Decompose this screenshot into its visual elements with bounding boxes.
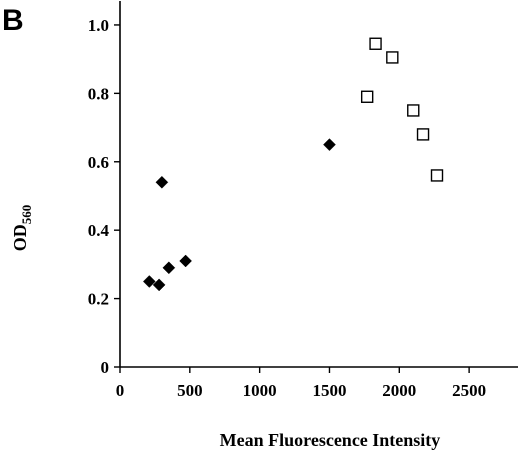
x-axis-ticks: 0 500 1000 1500 2000 2500: [116, 367, 486, 400]
open-square-point: [430, 169, 444, 182]
x-tick-label: 1500: [312, 381, 346, 400]
filled-diamond-point: [179, 254, 192, 268]
open-square-point: [360, 90, 374, 103]
x-tick-label: 1000: [243, 381, 277, 400]
x-tick-label: 2500: [452, 381, 486, 400]
y-tick-label: 0: [101, 358, 110, 377]
y-tick-label: 0.8: [88, 84, 109, 103]
filled-diamond-point: [155, 175, 169, 189]
filled-diamond-point: [162, 261, 176, 275]
y-tick-label: 0.6: [88, 153, 109, 172]
open-square-point: [369, 37, 382, 50]
filled-diamond-point: [323, 138, 336, 152]
x-tick-label: 0: [116, 381, 125, 400]
x-tick-label: 2000: [382, 381, 416, 400]
open-square-point: [407, 104, 420, 117]
open-square-point: [386, 51, 399, 64]
open-square-point: [416, 128, 430, 141]
filled-diamond-point: [142, 275, 156, 288]
x-tick-label: 500: [177, 381, 203, 400]
y-tick-label: 1.0: [88, 16, 109, 35]
y-axis-ticks: 0 0.2 0.4 0.6 0.8 1.0: [88, 16, 120, 377]
x-axis-title: Mean Fluorescence Intensity: [220, 430, 441, 450]
filled-diamond-point: [152, 278, 166, 292]
y-axis-title: OD560: [10, 205, 34, 252]
y-axis-title-subscript: 560: [19, 205, 34, 225]
panel-label: B: [2, 4, 24, 37]
data-points: [142, 37, 444, 292]
y-tick-label: 0.4: [88, 221, 110, 240]
y-tick-label: 0.2: [88, 290, 109, 309]
y-axis-title-main: OD: [10, 224, 30, 251]
